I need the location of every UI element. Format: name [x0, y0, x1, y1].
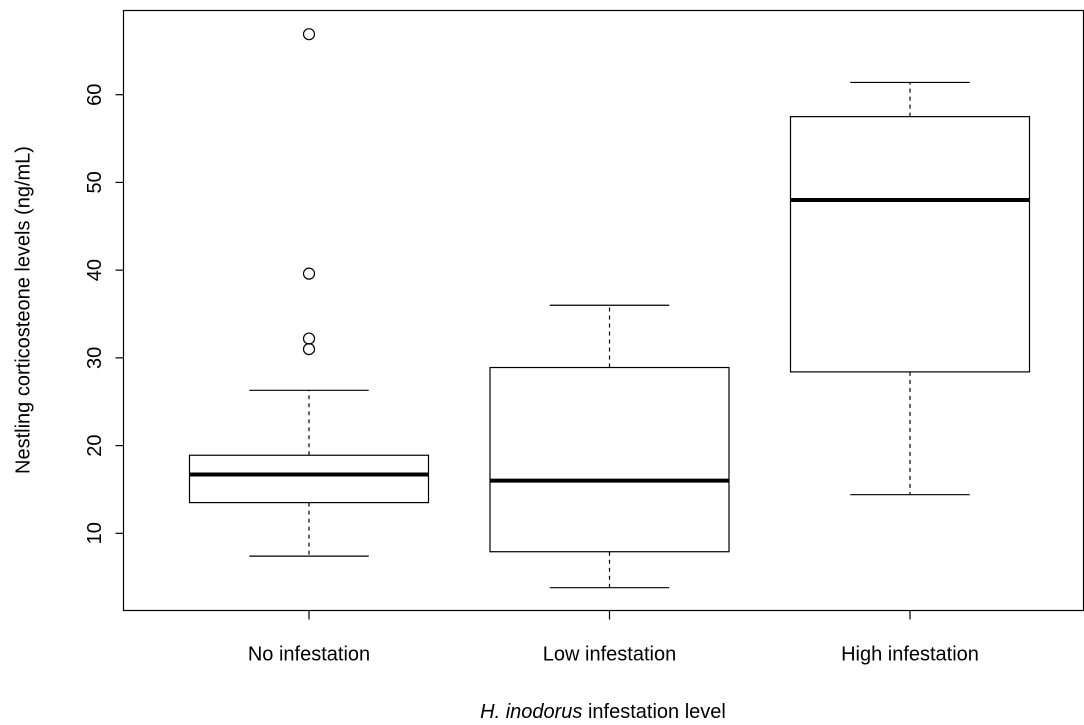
y-tick-label: 60 [84, 84, 106, 106]
outlier [302, 332, 316, 345]
box [789, 116, 1031, 373]
y-tick-label: 30 [84, 347, 106, 369]
x-axis-label-rest: infestation level [588, 701, 726, 723]
y-tick-label: 40 [84, 259, 106, 281]
x-axis-label-italic: H. inodorus [480, 701, 582, 723]
y-tick-label: 20 [84, 434, 106, 456]
x-tick-label: High infestation [841, 643, 979, 665]
box [489, 366, 730, 553]
outlier [302, 28, 316, 41]
x-axis-label: H. inodorus infestation level [480, 701, 726, 723]
box [188, 454, 430, 504]
x-tick-label: Low infestation [543, 643, 676, 665]
y-tick-label: 50 [84, 171, 106, 193]
outlier [302, 267, 316, 280]
x-tick-label: No infestation [248, 643, 370, 665]
outlier [302, 342, 316, 356]
y-axis-label: Nestling corticosteone levels (ng/mL) [12, 146, 34, 474]
y-tick-label: 10 [84, 522, 106, 544]
